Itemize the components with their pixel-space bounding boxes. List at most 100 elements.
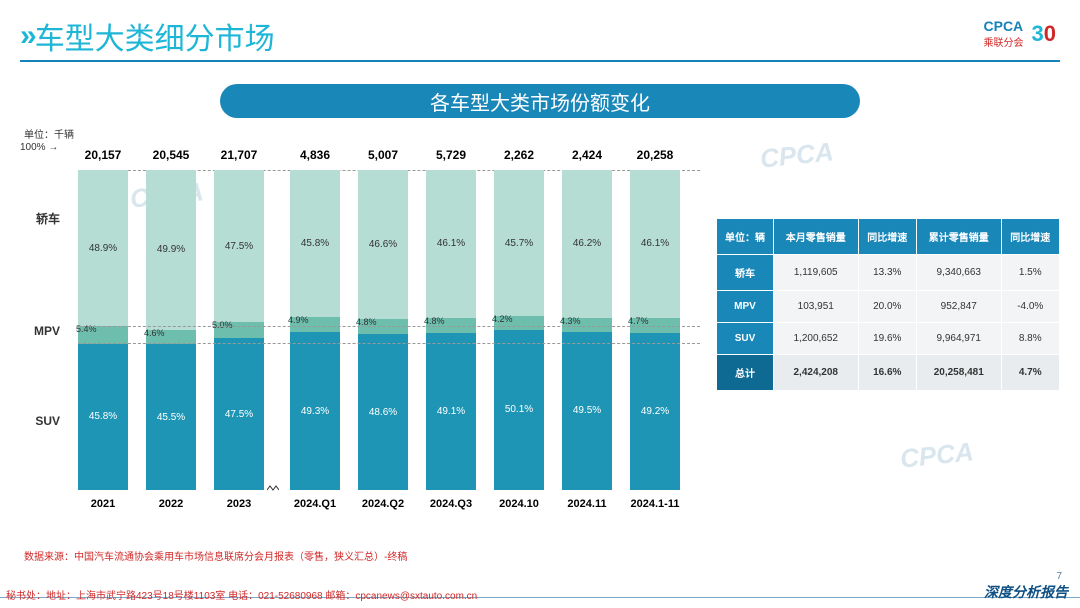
- summary-table: 单位：辆 本月零售销量 同比增速 累计零售销量 同比增速 轿车1,119,605…: [716, 218, 1060, 391]
- bar-x-label: 2024.Q1: [290, 498, 340, 510]
- table-cell: 1,200,652: [774, 323, 859, 355]
- series-label-suv: SUV: [20, 414, 60, 428]
- table-unit-header: 单位：辆: [717, 219, 774, 255]
- bar-2024.10: 2,26245.7%4.2%50.1%2024.10: [494, 170, 544, 490]
- seg-sedan: 45.7%: [494, 170, 544, 316]
- series-label-sedan: 轿车: [20, 210, 60, 227]
- table-cell: 9,340,663: [917, 255, 1002, 291]
- seg-suv: 49.3%: [290, 332, 340, 490]
- bar-x-label: 2024.1-11: [630, 498, 680, 510]
- table-cell: 952,847: [917, 291, 1002, 323]
- title-underline: [20, 60, 1060, 62]
- seg-sedan: 45.8%: [290, 170, 340, 317]
- seg-mpv: 5.0%: [214, 322, 264, 338]
- table-row: MPV103,95120.0%952,847-4.0%: [717, 291, 1060, 323]
- anniversary-logo: 30: [1032, 21, 1057, 47]
- table-cell: 16.6%: [858, 355, 917, 391]
- bar-x-label: 2022: [146, 498, 196, 510]
- table-col-3: 同比增速: [1001, 219, 1060, 255]
- table-total-row: 总计2,424,20816.6%20,258,4814.7%: [717, 355, 1060, 391]
- seg-mpv: 4.9%: [290, 317, 340, 333]
- seg-mpv: 5.4%: [78, 326, 128, 343]
- bar-x-label: 2024.Q3: [426, 498, 476, 510]
- bars-container: 20,15748.9%5.4%45.8%202120,54549.9%4.6%4…: [78, 150, 700, 510]
- table-cell: 8.8%: [1001, 323, 1060, 355]
- bar-2023: 21,70747.5%5.0%47.5%2023: [214, 170, 264, 490]
- bar-2024.11: 2,42446.2%4.3%49.5%2024.11: [562, 170, 612, 490]
- bar-2021: 20,15748.9%5.4%45.8%2021: [78, 170, 128, 490]
- cpca-logo: CPCA 乘联分会: [984, 18, 1024, 49]
- bar-x-label: 2021: [78, 498, 128, 510]
- seg-sedan: 46.2%: [562, 170, 612, 318]
- table-cell: -4.0%: [1001, 291, 1060, 323]
- bar-2022: 20,54549.9%4.6%45.5%2022: [146, 170, 196, 490]
- table-total-header: 总计: [717, 355, 774, 391]
- seg-sedan: 46.1%: [426, 170, 476, 318]
- seg-sedan: 49.9%: [146, 170, 196, 330]
- seg-mpv: 4.7%: [630, 318, 680, 333]
- footer-bar: 秘书处：地址：上海市武宁路423号18号楼1103室 电话：021-526809…: [0, 597, 1080, 602]
- table-col-2: 累计零售销量: [917, 219, 1002, 255]
- seg-suv: 49.5%: [562, 332, 612, 490]
- logo-group: CPCA 乘联分会 30: [984, 18, 1057, 49]
- bar-2024.Q1: 4,83645.8%4.9%49.3%2024.Q1: [290, 170, 340, 490]
- bar-x-label: 2024.Q2: [358, 498, 408, 510]
- bar-2024.Q2: 5,00746.6%4.8%48.6%2024.Q2: [358, 170, 408, 490]
- bar-total: 4,836: [290, 148, 340, 162]
- footer-contact: 秘书处：地址：上海市武宁路423号18号楼1103室 电话：021-526809…: [6, 587, 477, 602]
- seg-suv: 45.8%: [78, 344, 128, 490]
- table-cell: 4.7%: [1001, 355, 1060, 391]
- page-root: CPCA CPCA CPCA » 车型大类细分市场 CPCA 乘联分会 30 各…: [0, 0, 1080, 608]
- bar-total: 5,007: [358, 148, 408, 162]
- series-label-mpv: MPV: [20, 324, 60, 338]
- bar-total: 2,262: [494, 148, 544, 162]
- seg-sedan: 47.5%: [214, 170, 264, 322]
- axis-break-icon: [267, 484, 279, 492]
- seg-suv: 49.1%: [426, 333, 476, 490]
- seg-suv: 50.1%: [494, 330, 544, 490]
- chart-suv-line: [78, 343, 700, 344]
- bar-total: 20,258: [630, 148, 680, 162]
- table-row: SUV1,200,65219.6%9,964,9718.8%: [717, 323, 1060, 355]
- bar-total: 20,545: [146, 148, 196, 162]
- header-title-row: » 车型大类细分市场: [20, 14, 275, 58]
- table-cell: 103,951: [774, 291, 859, 323]
- table-row-header: 轿车: [717, 255, 774, 291]
- bar-x-label: 2024.11: [562, 498, 612, 510]
- bar-2024.Q3: 5,72946.1%4.8%49.1%2024.Q3: [426, 170, 476, 490]
- seg-suv: 45.5%: [146, 344, 196, 490]
- table-cell: 20.0%: [858, 291, 917, 323]
- table-cell: 2,424,208: [774, 355, 859, 391]
- chart-mid-line: [78, 326, 700, 327]
- bar-total: 21,707: [214, 148, 264, 162]
- bar-total: 2,424: [562, 148, 612, 162]
- page-number: 7: [1056, 571, 1062, 582]
- table-col-0: 本月零售销量: [774, 219, 859, 255]
- chart-unit: 单位：千辆: [24, 126, 74, 141]
- watermark: CPCA: [899, 436, 976, 475]
- table-cell: 13.3%: [858, 255, 917, 291]
- table-col-1: 同比增速: [858, 219, 917, 255]
- seg-mpv: 4.2%: [494, 316, 544, 329]
- watermark: CPCA: [759, 136, 836, 175]
- bar-2024.1-11: 20,25846.1%4.7%49.2%2024.1-11: [630, 170, 680, 490]
- seg-mpv: 4.6%: [146, 330, 196, 345]
- stacked-bar-chart: 100% → 轿车 MPV SUV 20,15748.9%5.4%45.8%20…: [20, 150, 700, 530]
- table-row-header: SUV: [717, 323, 774, 355]
- subtitle-pill: 各车型大类市场份额变化: [220, 84, 860, 118]
- seg-suv: 49.2%: [630, 333, 680, 490]
- seg-sedan: 46.1%: [630, 170, 680, 318]
- bar-total: 20,157: [78, 148, 128, 162]
- chevron-right-icon: »: [20, 19, 29, 53]
- seg-suv: 48.6%: [358, 334, 408, 490]
- bar-x-label: 2024.10: [494, 498, 544, 510]
- bar-total: 5,729: [426, 148, 476, 162]
- seg-suv: 47.5%: [214, 338, 264, 490]
- seg-sedan: 46.6%: [358, 170, 408, 319]
- table-cell: 20,258,481: [917, 355, 1002, 391]
- table-cell: 9,964,971: [917, 323, 1002, 355]
- table-row: 轿车1,119,60513.3%9,340,6631.5%: [717, 255, 1060, 291]
- footer-report-badge: 深度分析报告: [984, 582, 1068, 602]
- seg-sedan: 48.9%: [78, 170, 128, 326]
- table-header-row: 单位：辆 本月零售销量 同比增速 累计零售销量 同比增速: [717, 219, 1060, 255]
